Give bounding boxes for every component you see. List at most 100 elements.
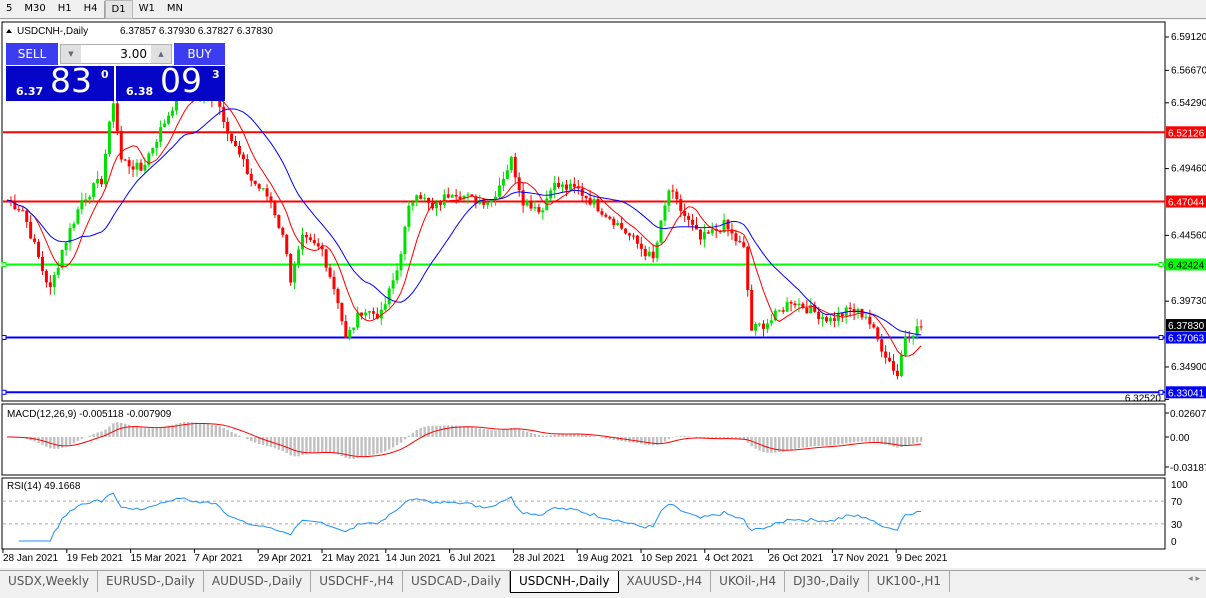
hline-price-label-bg bbox=[1166, 258, 1206, 271]
sell-price-prefix: 6.37 bbox=[16, 85, 44, 98]
chart-tab[interactable]: EURUSD-,Daily bbox=[98, 571, 204, 592]
rsi-axis-label: 100 bbox=[1171, 480, 1188, 491]
line-handle bbox=[1158, 389, 1164, 395]
line-handle bbox=[1, 335, 7, 341]
decrease-lot-button[interactable]: ▼ bbox=[61, 45, 81, 63]
chart-tab[interactable]: DJ30-,Daily bbox=[785, 571, 869, 592]
candle-body bbox=[596, 199, 600, 212]
candle-body bbox=[230, 133, 234, 141]
candle-body bbox=[702, 232, 706, 240]
candle-body bbox=[785, 302, 789, 312]
candle-body bbox=[155, 141, 159, 148]
rsi-axis-label: 70 bbox=[1171, 497, 1183, 508]
date-axis-label: 6 Jul 2021 bbox=[450, 553, 497, 564]
candle-body bbox=[892, 361, 895, 371]
price-axis-label: 6.49460 bbox=[1171, 164, 1206, 175]
candle-body bbox=[40, 257, 44, 271]
sell-button[interactable]: SELL bbox=[6, 43, 58, 65]
candle-body bbox=[76, 209, 80, 224]
timeframe-w1[interactable]: W1 bbox=[138, 3, 155, 14]
candle-body bbox=[557, 182, 561, 187]
buy-price-prefix: 6.38 bbox=[126, 85, 154, 98]
candle-body bbox=[647, 251, 651, 257]
macd-axis-label: 0.00 bbox=[1170, 433, 1190, 444]
ohlc-values: 6.37857 6.37930 6.37827 6.37830 bbox=[120, 26, 273, 37]
timeframe-mn[interactable]: MN bbox=[166, 3, 183, 14]
candle-body bbox=[226, 121, 230, 134]
candle-body bbox=[521, 190, 525, 206]
candle-body bbox=[675, 191, 679, 200]
price-axis-label: 6.44560 bbox=[1171, 230, 1206, 241]
candle-body bbox=[805, 308, 809, 314]
chart-symbol-label: USDCNH-,Daily bbox=[17, 26, 88, 37]
candle-body bbox=[710, 228, 714, 234]
timeframe-h1[interactable]: H1 bbox=[57, 3, 72, 14]
candle-body bbox=[608, 216, 612, 219]
candle-body bbox=[277, 215, 281, 228]
macd-axis-label: 0.02607 bbox=[1170, 409, 1206, 420]
hline-price-label-bg bbox=[1166, 195, 1206, 208]
candle-body bbox=[564, 184, 568, 190]
chart-window[interactable]: 6.59120 6.56670 6.54290 6.49460 6.44560 6.397… bbox=[0, 20, 1206, 568]
candle-body bbox=[494, 196, 498, 201]
price-axis-label: 6.34900 bbox=[1171, 362, 1206, 373]
chart-tab[interactable]: XAUUSD-,H4 bbox=[619, 571, 712, 592]
hline-price-label: 6.47044 bbox=[1168, 198, 1205, 209]
candle-body bbox=[462, 195, 466, 200]
timeframe-m30[interactable]: M30 bbox=[24, 3, 46, 14]
candle-body bbox=[533, 207, 537, 209]
chart-tab[interactable]: USDCNH-,Daily bbox=[509, 571, 619, 593]
timeframe-h4[interactable]: H4 bbox=[83, 3, 98, 14]
candle-body bbox=[13, 201, 17, 210]
increase-lot-button[interactable]: ▲ bbox=[151, 45, 171, 63]
date-axis-label: 14 Jun 2021 bbox=[386, 553, 441, 564]
candle-body bbox=[513, 156, 517, 178]
candle-body bbox=[568, 183, 572, 190]
lot-size-input[interactable]: 3.00 bbox=[120, 47, 147, 61]
chart-tab[interactable]: USDCHF-,H4 bbox=[311, 571, 403, 592]
candle-body bbox=[620, 222, 624, 229]
candle-body bbox=[163, 123, 167, 128]
candle-body bbox=[537, 207, 541, 213]
chart-tab[interactable]: AUDUSD-,Daily bbox=[204, 571, 312, 592]
candle-body bbox=[789, 302, 793, 304]
timeframe-d1[interactable]: D1 bbox=[104, 0, 133, 19]
candle-body bbox=[56, 267, 60, 275]
candle-body bbox=[454, 195, 458, 197]
timeframe-5[interactable]: 5 bbox=[6, 3, 13, 14]
tab-scroll-arrows[interactable]: ◂ ▸ bbox=[1188, 574, 1200, 584]
candle-body bbox=[836, 313, 840, 321]
chart-tab[interactable]: UKOil-,H4 bbox=[711, 571, 786, 592]
candle-body bbox=[490, 200, 494, 203]
candle-body bbox=[624, 228, 628, 234]
sell-price-fraction: 0 bbox=[101, 68, 109, 81]
hline-price-label-bg bbox=[1166, 126, 1206, 139]
candle-body bbox=[21, 210, 25, 212]
candle-body bbox=[29, 221, 33, 239]
candle-body bbox=[706, 232, 710, 234]
chart-tab[interactable]: USDX,Weekly bbox=[0, 571, 98, 592]
buy-button[interactable]: BUY bbox=[174, 43, 225, 65]
chart-canvas[interactable]: 6.59120 6.56670 6.54290 6.49460 6.44560 6.397… bbox=[0, 20, 1206, 568]
chart-tab[interactable]: USDCAD-,Daily bbox=[403, 571, 510, 592]
buy-price[interactable]: 6.38 09 3 bbox=[116, 63, 225, 101]
candle-body bbox=[348, 329, 352, 338]
sell-price[interactable]: 6.37 83 0 bbox=[6, 63, 114, 101]
candle-body bbox=[84, 199, 88, 201]
candle-body bbox=[450, 195, 454, 198]
candle-body bbox=[438, 201, 442, 205]
candle-body bbox=[285, 234, 289, 254]
candle-body bbox=[60, 249, 64, 268]
candle-body bbox=[639, 243, 643, 249]
macd-axis-label: -0.03187 bbox=[1170, 463, 1206, 474]
candle-body bbox=[407, 205, 411, 227]
candle-body bbox=[111, 103, 115, 122]
candle-body bbox=[297, 249, 301, 264]
candle-body bbox=[395, 270, 399, 281]
lot-size-stepper[interactable]: ▼ 3.00 ▲ bbox=[60, 44, 172, 64]
candle-body bbox=[33, 238, 37, 242]
candle-body bbox=[734, 233, 738, 242]
candle-body bbox=[864, 316, 868, 318]
chart-tab[interactable]: UK100-,H1 bbox=[869, 571, 951, 592]
candle-body bbox=[245, 159, 249, 174]
